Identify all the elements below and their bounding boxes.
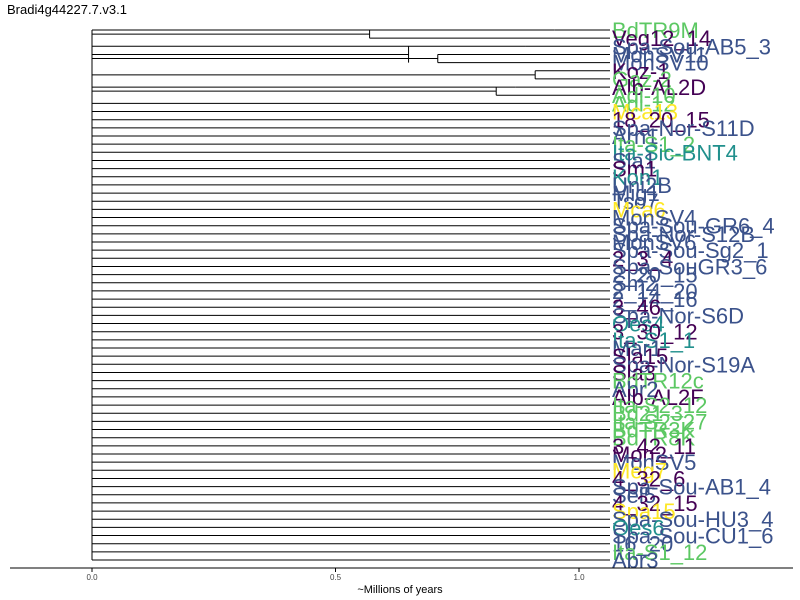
- tip-label: BdTR8K: [612, 426, 695, 451]
- tip-label: Spa-Nor-S19A: [612, 352, 755, 377]
- tip-label: Meg7: [612, 458, 667, 483]
- tip-label: BdTR9M: [612, 18, 699, 43]
- x-axis-label: ~Millions of years: [357, 584, 443, 596]
- tip-label: Mca6: [612, 197, 666, 222]
- tip-label: Spa-Sou-HU3_4: [612, 507, 773, 532]
- tip-label: 16_20: [612, 532, 673, 557]
- tip-label: 4_32_15: [612, 491, 698, 516]
- tip-label: Oes6: [612, 515, 665, 540]
- chart-title: Bradi4g44227.7.v3.1: [7, 2, 127, 17]
- tip-label: Spa-Sou-CU1_6: [612, 524, 773, 549]
- tip-label: Spa-Sou-GR6_4: [612, 214, 775, 239]
- tip-label: Spa-Nor-S6D: [612, 303, 744, 328]
- tip-label: Spa-Sou-AB5_3: [612, 34, 771, 59]
- tip-label: 2_14_16: [612, 287, 698, 312]
- tip-label: Gaz-2: [612, 67, 672, 92]
- tip-label: MonSV11: [612, 42, 707, 67]
- tip-label: Sla15: [612, 344, 668, 369]
- tip-label: MonSV6: [612, 230, 696, 255]
- tip-label: Arn1: [612, 124, 658, 149]
- tip-label: Spa-Nor-S12B: [612, 222, 755, 247]
- tip-label: Mon2: [612, 442, 667, 467]
- tip-label: MonSV5: [612, 450, 696, 475]
- tip-label: BdTR12c: [612, 369, 704, 394]
- x-axis: 0.0 0.5 1.0: [10, 567, 793, 582]
- tip-label: Spa-Sou-Sg2_1: [612, 238, 769, 263]
- tip-label: Oes4: [612, 312, 665, 337]
- tip-label: Sla3: [612, 360, 656, 385]
- tip-label: Sm1: [612, 157, 657, 182]
- tip-label: Uni2B: [612, 173, 672, 198]
- tip-label: Bd21-3: [612, 401, 683, 426]
- tip-label: 18_20_15: [612, 108, 710, 133]
- tip-label: Abr2: [612, 377, 658, 402]
- tip-label: BdTR3K: [612, 418, 695, 443]
- tip-label: Ita-S2_27: [612, 409, 707, 434]
- tip-label: Ita-Sic-BNT4: [612, 140, 738, 165]
- tip-label: Mca13: [612, 100, 678, 125]
- tip-labels: BdTR9MVeg12_14Spa-Sou-AB5_3MonSV11MonSV1…: [612, 18, 775, 573]
- tip-label: Ita-S2_12: [612, 393, 707, 418]
- tip-label: 2_14_20: [612, 279, 698, 304]
- tree-branches: [91, 29, 610, 561]
- tip-label: 2_20_15: [612, 263, 698, 288]
- tip-label: Adi-12: [612, 91, 676, 116]
- tip-label: Mar1: [612, 336, 662, 361]
- tip-label: Spa-Sou-AB1_4: [612, 475, 771, 500]
- tip-label: Alb-AL2F: [612, 385, 704, 410]
- tip-label: Ita-S1_12: [612, 540, 707, 565]
- tip-label: Spa-SouGR3_6: [612, 254, 767, 279]
- tip-label: Veg12_14: [612, 26, 711, 51]
- x-tick-label: 1.0: [573, 573, 585, 582]
- tip-label: Sel5: [612, 483, 656, 508]
- tip-label: 4_32_6: [612, 466, 685, 491]
- tip-label: MonSV4: [612, 206, 696, 231]
- tip-label: Ita-S1_1: [612, 328, 695, 353]
- tip-label: MonSV10: [612, 51, 709, 76]
- tip-label: Alb-AL2D: [612, 75, 706, 100]
- tip-label: 2_3_4: [612, 246, 673, 271]
- tip-label: Adi-10: [612, 83, 676, 108]
- tip-label: Kon1: [612, 165, 663, 190]
- tip-label: Koz-1: [612, 59, 669, 84]
- tip-label: Ita-S1_2: [612, 132, 695, 157]
- tip-label: Mig1: [612, 181, 660, 206]
- tip-label: 3_30_12: [612, 320, 698, 345]
- tip-label: Spa-Nor-S11D: [612, 116, 755, 141]
- tip-label: Spa15: [612, 499, 676, 524]
- tip-label: Tso7: [612, 189, 658, 214]
- tip-label: 3_42_11: [612, 434, 696, 459]
- x-tick-label: 0.0: [86, 573, 98, 582]
- tip-label: Sla1: [612, 148, 656, 173]
- tip-label: Abr3: [612, 548, 658, 573]
- x-tick-label: 0.5: [330, 573, 342, 582]
- tip-label: 3_46: [612, 295, 661, 320]
- tip-label: Sm2: [612, 271, 657, 296]
